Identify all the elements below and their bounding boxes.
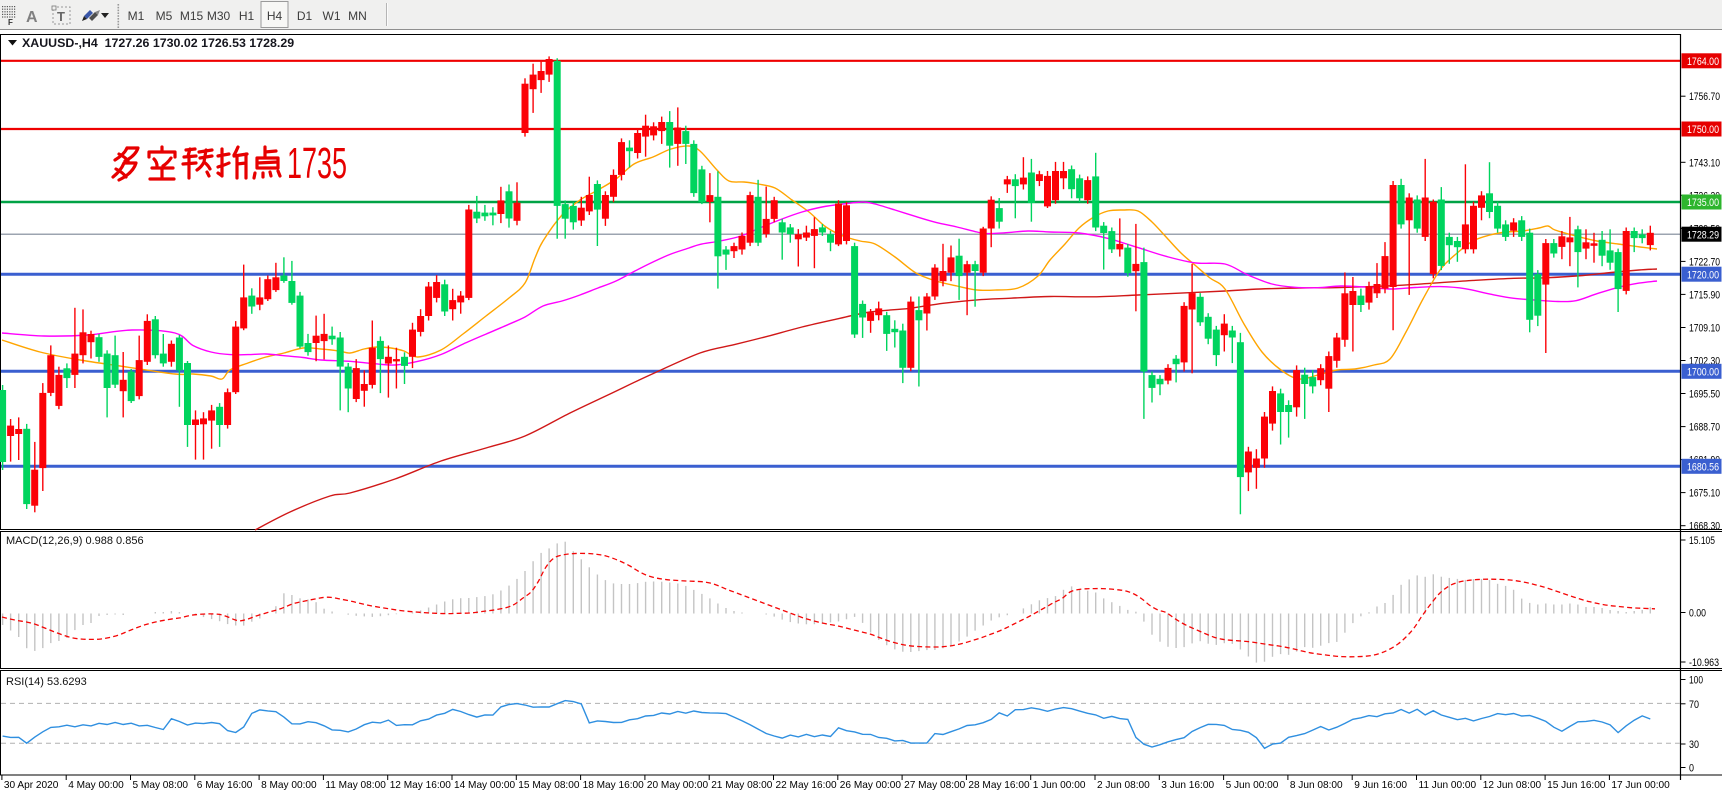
svg-text:M5: M5 (156, 9, 173, 23)
svg-text:27 May 08:00: 27 May 08:00 (904, 780, 966, 791)
svg-text:A: A (26, 9, 38, 26)
svg-text:MN: MN (348, 9, 367, 23)
svg-text:M30: M30 (207, 9, 231, 23)
svg-text:MACD(12,26,9) 0.988 0.856: MACD(12,26,9) 0.988 0.856 (6, 535, 144, 547)
svg-text:26 May 00:00: 26 May 00:00 (840, 780, 902, 791)
svg-text:11 Jun 00:00: 11 Jun 00:00 (1419, 780, 1477, 791)
svg-text:RSI(14) 53.6293: RSI(14) 53.6293 (6, 676, 87, 688)
svg-text:1668.30: 1668.30 (1689, 521, 1720, 533)
svg-text:1722.70: 1722.70 (1689, 256, 1720, 268)
svg-text:1675.10: 1675.10 (1689, 488, 1720, 500)
svg-text:20 May 00:00: 20 May 00:00 (647, 780, 709, 791)
svg-text:8 Jun 08:00: 8 Jun 08:00 (1290, 780, 1343, 791)
svg-text:0: 0 (1689, 763, 1694, 775)
svg-text:5 May 08:00: 5 May 08:00 (133, 780, 189, 791)
svg-text:15.105: 15.105 (1689, 535, 1715, 547)
svg-text:1715.90: 1715.90 (1689, 289, 1720, 301)
svg-text:T: T (57, 9, 65, 24)
svg-text:22 May 16:00: 22 May 16:00 (776, 780, 838, 791)
svg-text:6 May 16:00: 6 May 16:00 (197, 780, 253, 791)
svg-text:1735: 1735 (287, 139, 347, 188)
svg-text:XAUUSD-,H4 1727.26 1730.02 17: XAUUSD-,H4 1727.26 1730.02 1726.53 1728.… (22, 36, 294, 50)
svg-text:4 May 00:00: 4 May 00:00 (68, 780, 124, 791)
svg-text:1743.10: 1743.10 (1689, 157, 1720, 169)
svg-text:14 May 00:00: 14 May 00:00 (454, 780, 516, 791)
svg-text:5 Jun 00:00: 5 Jun 00:00 (1226, 780, 1279, 791)
svg-text:17 Jun 00:00: 17 Jun 00:00 (1611, 780, 1670, 791)
svg-text:1728.29: 1728.29 (1687, 229, 1719, 241)
svg-text:3 Jun 16:00: 3 Jun 16:00 (1161, 780, 1214, 791)
svg-text:12 Jun 08:00: 12 Jun 08:00 (1483, 780, 1542, 791)
svg-text:1695.50: 1695.50 (1689, 389, 1720, 401)
svg-text:28 May 16:00: 28 May 16:00 (968, 780, 1030, 791)
svg-text:-10.963: -10.963 (1689, 657, 1719, 669)
svg-text:1750.00: 1750.00 (1687, 124, 1719, 136)
svg-text:100: 100 (1689, 675, 1703, 687)
svg-text:1709.10: 1709.10 (1689, 323, 1720, 335)
svg-text:2 Jun 08:00: 2 Jun 08:00 (1097, 780, 1150, 791)
svg-text:15 Jun 16:00: 15 Jun 16:00 (1547, 780, 1606, 791)
svg-text:12 May 16:00: 12 May 16:00 (390, 780, 452, 791)
svg-text:30: 30 (1689, 739, 1699, 751)
svg-text:D1: D1 (297, 9, 313, 23)
svg-text:H1: H1 (239, 9, 255, 23)
svg-text:1700.00: 1700.00 (1687, 367, 1719, 379)
svg-text:1720.00: 1720.00 (1687, 269, 1719, 281)
svg-text:1735.00: 1735.00 (1687, 197, 1719, 209)
svg-text:1764.00: 1764.00 (1687, 56, 1719, 68)
svg-text:21 May 08:00: 21 May 08:00 (711, 780, 773, 791)
svg-text:1680.56: 1680.56 (1687, 462, 1719, 474)
svg-text:30 Apr 2020: 30 Apr 2020 (4, 780, 59, 791)
svg-text:70: 70 (1689, 699, 1699, 711)
svg-text:W1: W1 (323, 9, 341, 23)
svg-text:H4: H4 (267, 9, 283, 23)
svg-text:18 May 16:00: 18 May 16:00 (583, 780, 645, 791)
svg-text:1756.70: 1756.70 (1689, 91, 1720, 103)
svg-text:15 May 08:00: 15 May 08:00 (518, 780, 580, 791)
svg-text:0.00: 0.00 (1689, 608, 1706, 620)
svg-text:M15: M15 (180, 9, 204, 23)
svg-text:F: F (8, 18, 13, 27)
svg-text:8 May 00:00: 8 May 00:00 (261, 780, 317, 791)
svg-text:11 May 08:00: 11 May 08:00 (325, 780, 386, 791)
svg-text:M1: M1 (128, 9, 145, 23)
svg-text:1 Jun 00:00: 1 Jun 00:00 (1033, 780, 1086, 791)
svg-text:1688.70: 1688.70 (1689, 422, 1720, 434)
svg-text:9 Jun 16:00: 9 Jun 16:00 (1354, 780, 1407, 791)
